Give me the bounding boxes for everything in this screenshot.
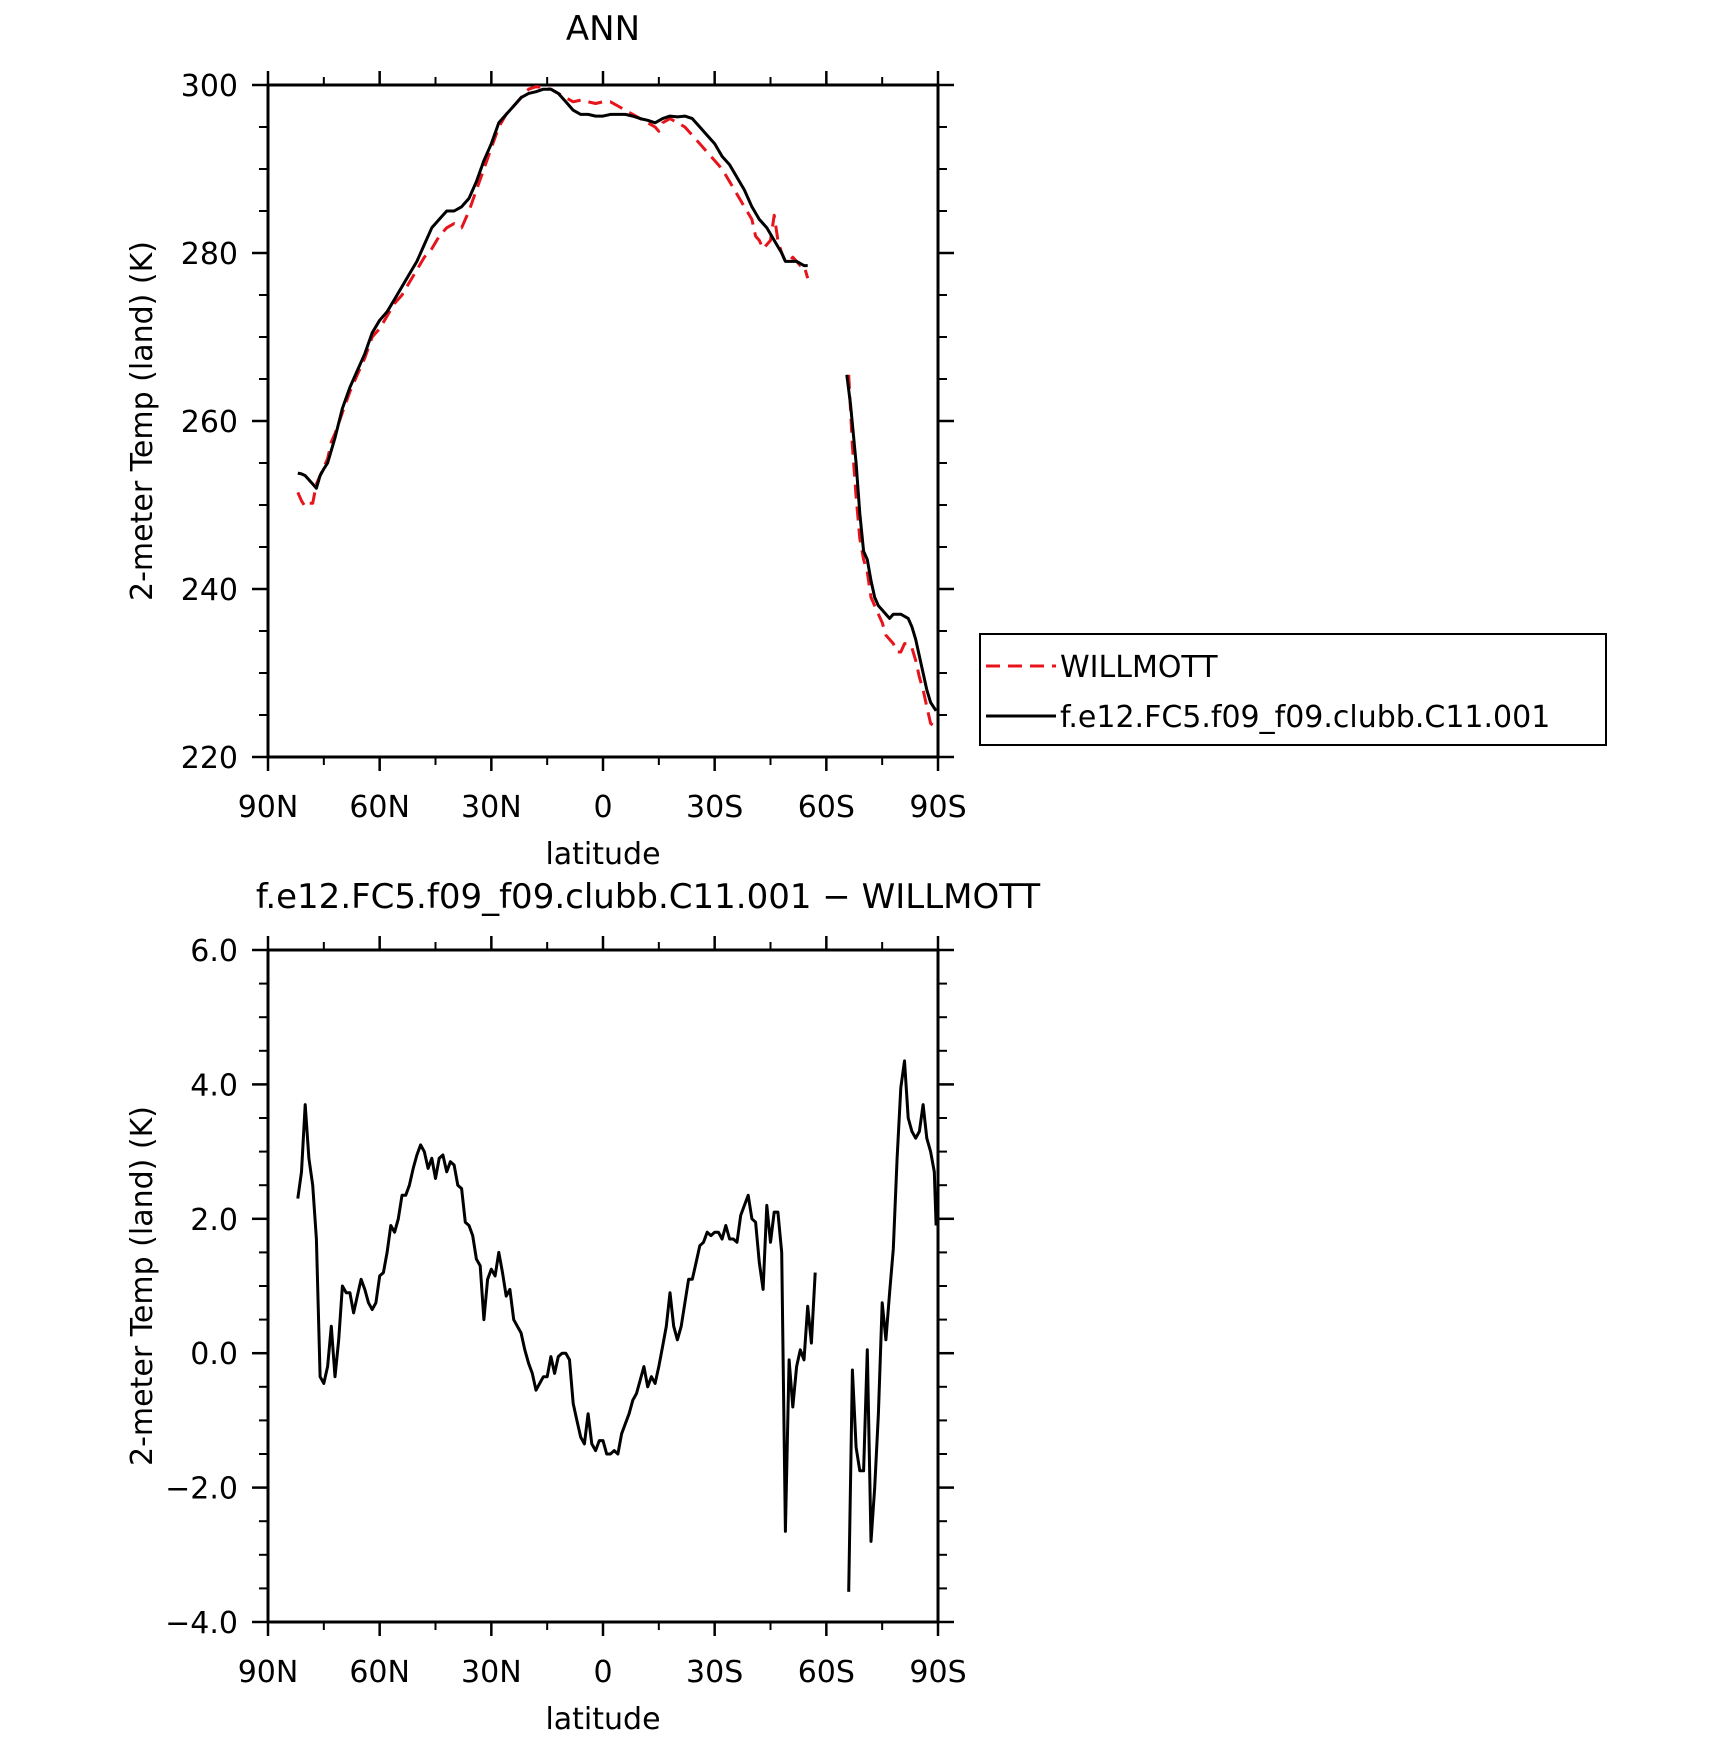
x-tick-label: 60S (798, 1655, 855, 1690)
y-tick-label: −2.0 (165, 1472, 238, 1507)
x-tick-label: 60N (349, 790, 410, 825)
x-tick-label: 0 (593, 1655, 612, 1690)
series-line-1 (296, 85, 810, 509)
y-tick-label: 260 (181, 405, 238, 440)
series-line-1 (847, 1059, 938, 1592)
chart-title: f.e12.FC5.f09_f09.clubb.C11.001 − WILLMO… (256, 877, 1041, 917)
x-tick-label: 30S (686, 1655, 743, 1690)
series-line-2 (845, 374, 938, 712)
x-tick-label: 90N (238, 790, 299, 825)
x-tick-label: 90N (238, 1655, 299, 1690)
x-axis-label: latitude (545, 1702, 660, 1734)
x-tick-label: 30N (461, 790, 522, 825)
series-line-1 (296, 1103, 817, 1533)
legend-box (979, 633, 1607, 746)
x-tick-label: 30S (686, 790, 743, 825)
y-axis-label: 2-meter Temp (land) (K) (125, 1106, 160, 1466)
x-tick-label: 30N (461, 1655, 522, 1690)
series-line-1 (847, 374, 938, 729)
x-tick-label: 60N (349, 1655, 410, 1690)
x-tick-label: 90S (909, 790, 966, 825)
legend-entry-1: WILLMOTT (1060, 650, 1218, 685)
chart-panel-1 (252, 71, 954, 771)
legend-entry-2: f.e12.FC5.f09_f09.clubb.C11.001 (1060, 700, 1550, 735)
y-tick-label: −4.0 (165, 1606, 238, 1641)
y-tick-label: 0.0 (190, 1337, 238, 1372)
plot-frame (266, 83, 940, 759)
x-tick-label: 0 (593, 790, 612, 825)
series-line-2 (297, 87, 808, 490)
y-tick-label: 220 (181, 741, 238, 776)
plot-frame (266, 948, 940, 1624)
y-axis-label: 2-meter Temp (land) (K) (125, 241, 160, 601)
chart-title: ANN (566, 9, 640, 49)
legend (979, 633, 1607, 746)
y-tick-label: 4.0 (190, 1068, 238, 1103)
y-tick-label: 280 (181, 237, 238, 272)
y-tick-label: 2.0 (190, 1203, 238, 1238)
chart-panel-2 (252, 936, 954, 1636)
y-tick-label: 6.0 (190, 934, 238, 969)
y-tick-label: 300 (181, 69, 238, 104)
y-tick-label: 240 (181, 573, 238, 608)
x-tick-label: 90S (909, 1655, 966, 1690)
x-tick-label: 60S (798, 790, 855, 825)
x-axis-label: latitude (545, 837, 660, 872)
